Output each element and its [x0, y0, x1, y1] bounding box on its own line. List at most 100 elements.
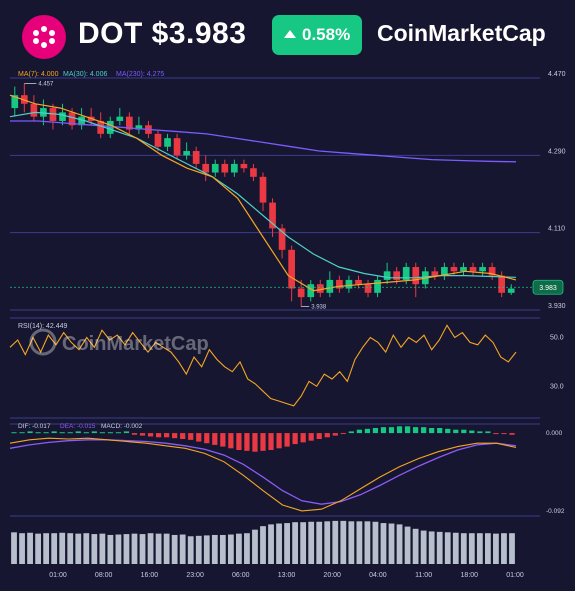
candle-body	[393, 271, 401, 280]
brand-name: CoinMarketCap	[377, 20, 546, 46]
macd-histogram-bar	[292, 433, 298, 445]
high-label: 4.457	[38, 82, 54, 88]
volume-bar	[300, 522, 307, 564]
candle-body	[307, 284, 315, 298]
macd-histogram-bar	[388, 427, 395, 434]
volume-bar	[27, 532, 33, 564]
macd-histogram-bar	[67, 432, 73, 434]
volume-bar	[364, 521, 371, 564]
candle-body	[412, 267, 420, 285]
macd-histogram-bar	[276, 433, 282, 449]
candle-body	[106, 120, 114, 134]
volume-bar	[276, 523, 282, 564]
macd-histogram-bar	[27, 431, 33, 434]
price-y-tick: 4.110	[548, 226, 565, 233]
volume-bar	[75, 533, 82, 564]
candle-body	[479, 267, 486, 272]
macd-histogram-bar	[59, 432, 65, 434]
rsi-y-tick: 30.0	[550, 383, 564, 390]
volume-bar	[35, 533, 42, 564]
price-y-tick: 4.470	[548, 71, 566, 78]
x-axis-tick: 11:00	[415, 572, 432, 579]
volume-bar	[380, 523, 387, 564]
macd-histogram-bar	[220, 433, 226, 447]
macd-histogram-bar	[123, 431, 130, 434]
macd-histogram-bar	[180, 433, 186, 439]
candle-body	[259, 176, 267, 203]
volume-bar	[211, 534, 218, 564]
macd-histogram-bar	[404, 426, 411, 434]
candle-body	[316, 284, 324, 293]
macd-histogram-bar	[115, 432, 122, 434]
candle-body	[183, 151, 190, 156]
volume-bar	[372, 521, 379, 564]
candle-body	[221, 163, 229, 173]
macd-histogram-bar	[445, 428, 451, 434]
candle-body	[68, 112, 76, 126]
rsi-y-tick: 50.0	[550, 335, 564, 342]
candle-body	[345, 279, 353, 289]
macd-histogram-bar	[501, 433, 507, 435]
symbol-price: DOT $3.983	[78, 17, 247, 50]
volume-bar	[91, 534, 98, 564]
volume-bar	[332, 520, 339, 564]
macd-histogram-bar	[332, 433, 338, 436]
price-change-percent: 0.58%	[302, 25, 351, 44]
volume-bar	[171, 534, 178, 564]
volume-bar	[131, 533, 138, 564]
macd-histogram-bar	[421, 427, 427, 434]
candle-body	[441, 267, 448, 276]
volume-bar	[340, 520, 347, 564]
volume-bar	[139, 534, 146, 564]
ma230-legend: MA(230): 4.275	[116, 71, 164, 78]
volume-bar	[203, 535, 210, 564]
macd-histogram-bar	[164, 433, 170, 438]
volume-bar	[107, 534, 114, 564]
volume-bar	[436, 531, 443, 564]
volume-bar	[51, 533, 58, 564]
macd-histogram-bar	[212, 433, 218, 445]
volume-bar	[268, 524, 274, 564]
candle-body	[460, 267, 467, 272]
header: DOT $3.983 0.58% CoinMarketCap	[0, 0, 575, 70]
macd-histogram-bar	[252, 433, 258, 452]
volume-bar	[493, 533, 499, 564]
price-y-tick: 4.290	[548, 148, 566, 155]
x-axis-tick: 20:00	[323, 572, 341, 579]
macd-histogram-bar	[99, 432, 105, 434]
volume-bar	[236, 533, 242, 564]
volume-bar	[83, 533, 90, 564]
macd-histogram-bar	[131, 433, 138, 435]
candle-body	[240, 163, 248, 169]
candle-body	[59, 112, 66, 121]
macd-histogram-bar	[228, 433, 234, 449]
candle-body	[488, 267, 496, 276]
macd-histogram-bar	[429, 428, 435, 434]
macd-histogram-bar	[477, 431, 483, 434]
volume-bar	[404, 526, 411, 564]
volume-bar	[123, 534, 130, 564]
candle-body	[364, 284, 372, 293]
volume-bar	[396, 524, 403, 564]
volume-bar	[356, 521, 363, 564]
volume-bar	[179, 534, 186, 564]
dea-line	[9, 439, 517, 505]
volume-bar	[316, 521, 323, 564]
macd-histogram-bar	[284, 433, 290, 447]
macd-histogram-bar	[196, 433, 202, 442]
macd-y-tick: -0.092	[546, 508, 565, 515]
volume-bar	[155, 533, 162, 564]
volume-bar	[292, 522, 299, 564]
macd-histogram-bar	[461, 429, 467, 434]
candle-body	[450, 267, 458, 272]
macd-histogram-bar	[308, 433, 314, 441]
macd-histogram-bar	[268, 433, 274, 450]
macd-y-tick: 0.000	[546, 430, 563, 437]
price-change-badge: 0.58%	[272, 15, 362, 55]
candle-body	[116, 116, 124, 121]
volume-bar	[412, 528, 419, 564]
volume-bar	[420, 530, 427, 564]
volume-bar	[187, 536, 194, 564]
dea-legend: DEA: -0.015	[60, 423, 96, 430]
